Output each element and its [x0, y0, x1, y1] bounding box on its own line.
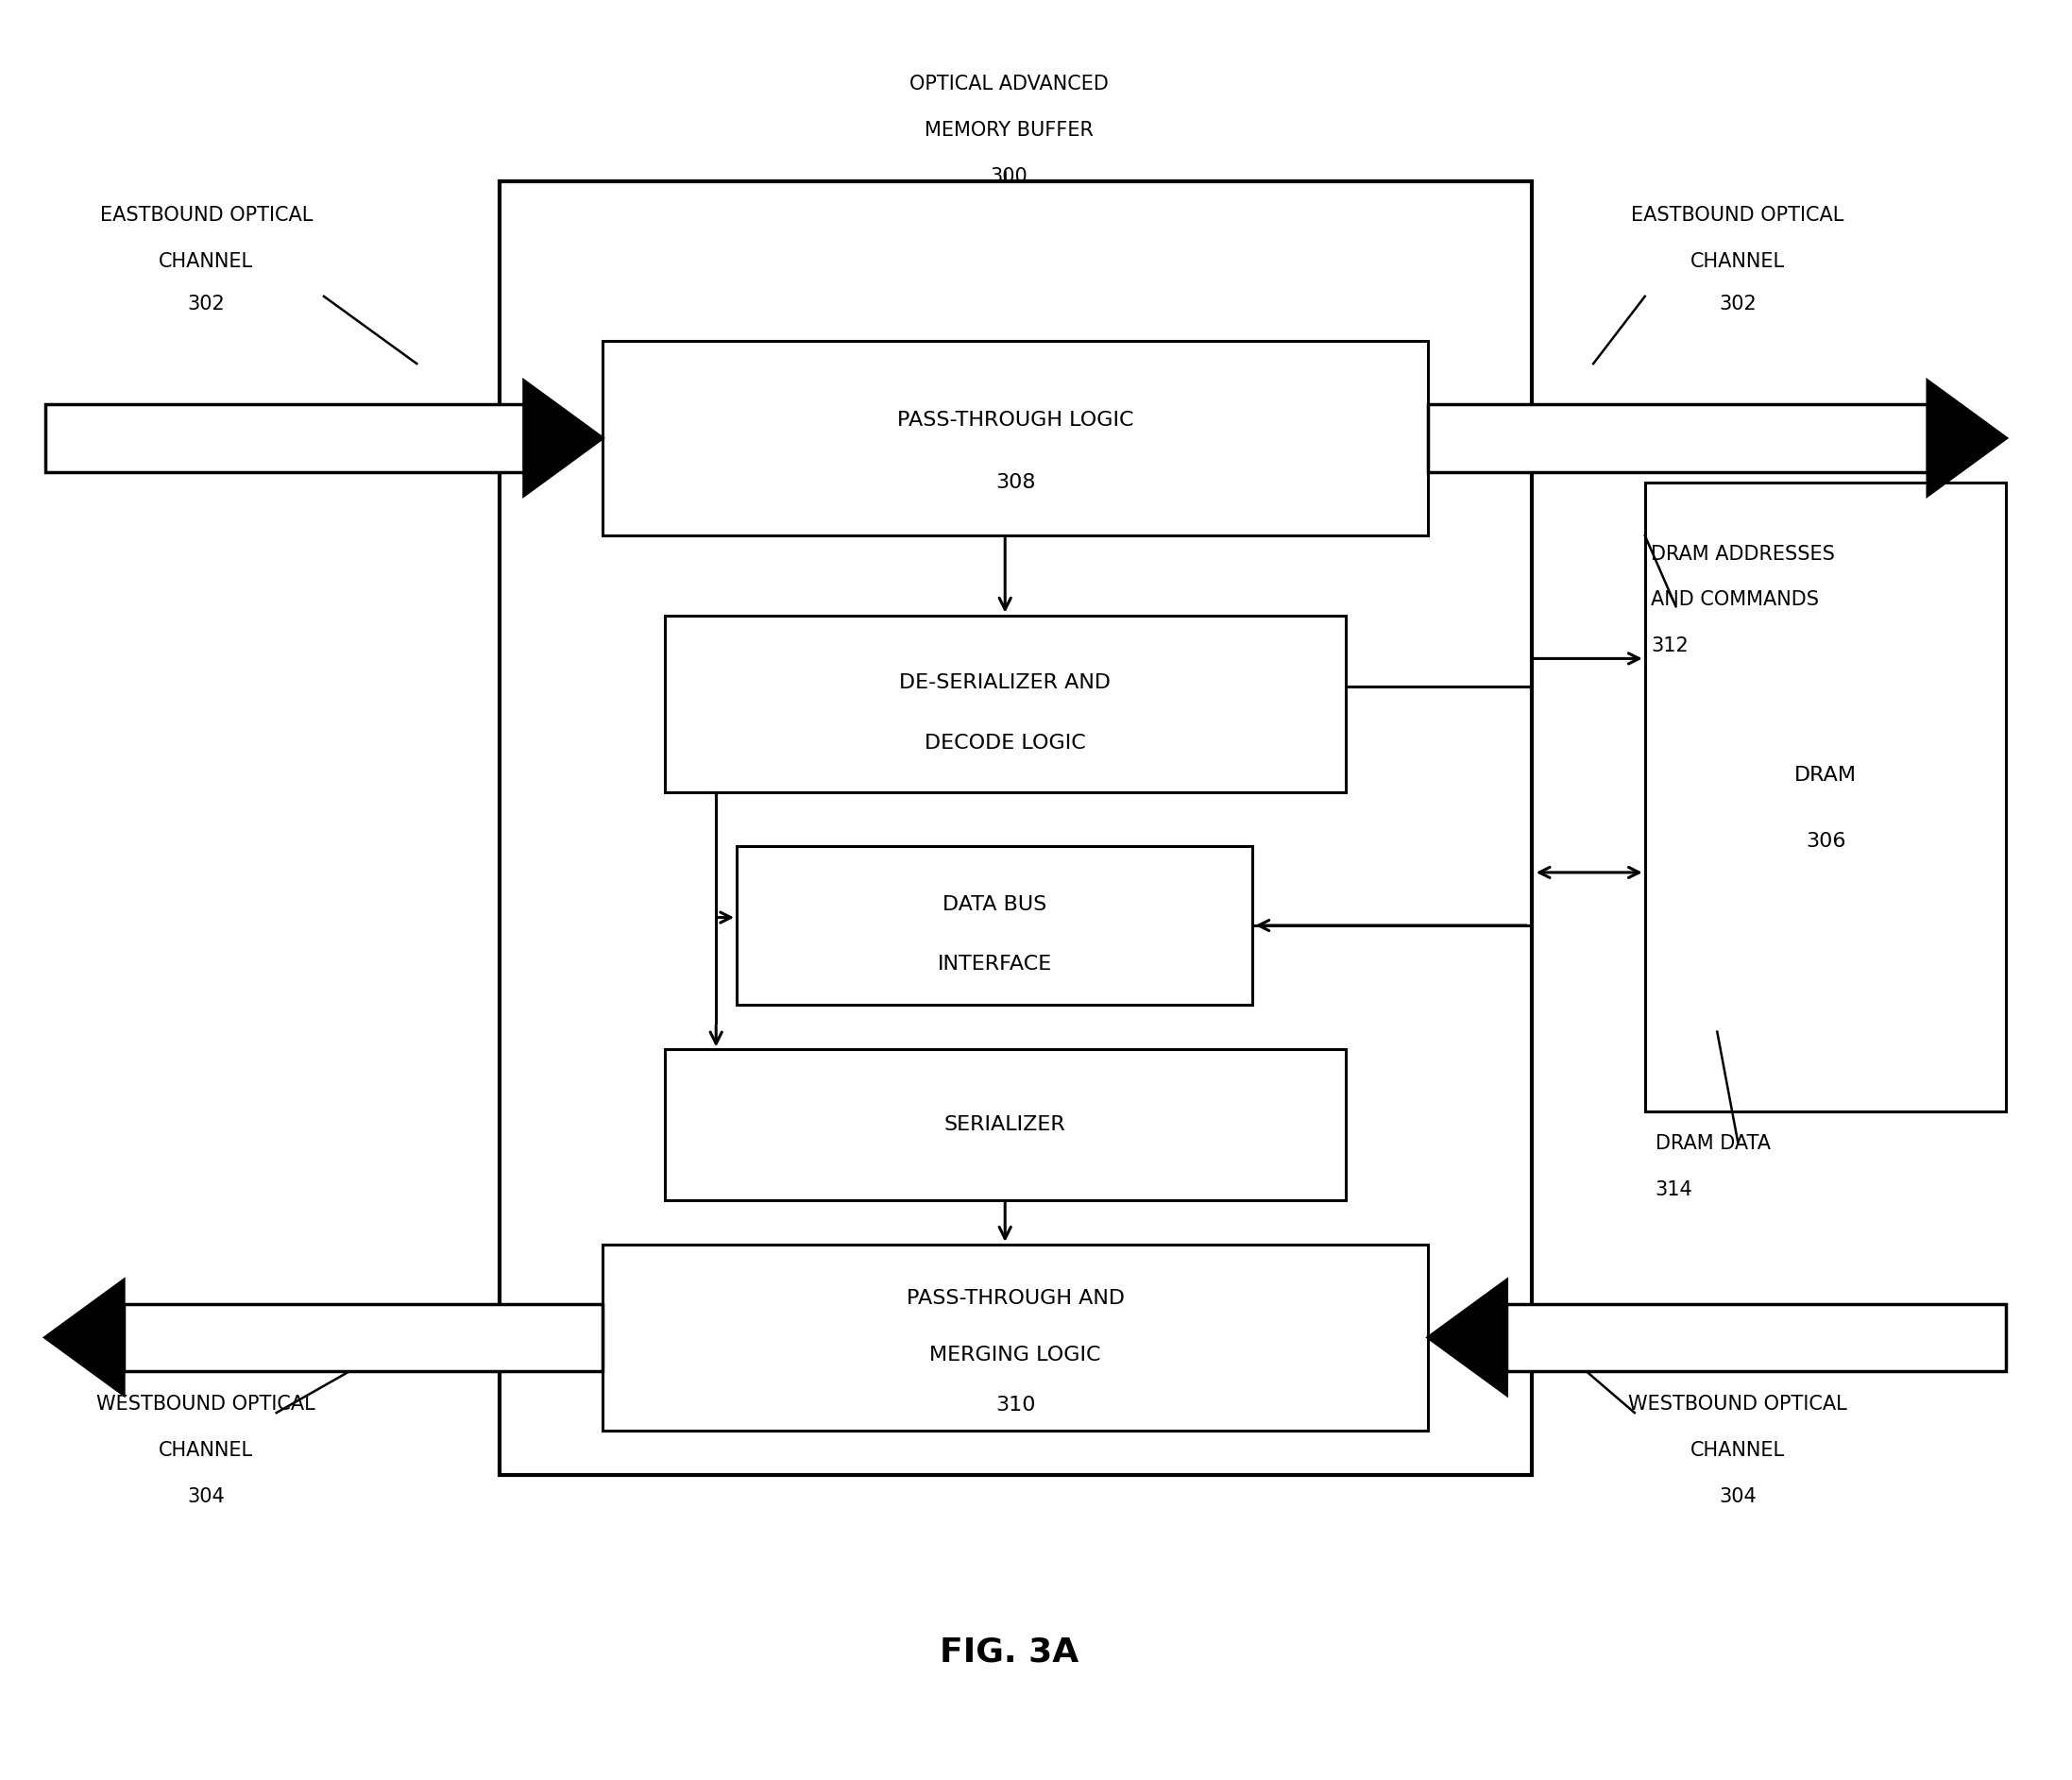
Bar — [603, 340, 1428, 536]
Text: MEMORY BUFFER: MEMORY BUFFER — [924, 121, 1094, 141]
Text: 306: 306 — [1805, 831, 1846, 851]
Text: 304: 304 — [186, 1488, 226, 1506]
Text: INTERFACE: INTERFACE — [937, 956, 1053, 974]
Polygon shape — [1927, 381, 2006, 495]
Text: CHANNEL: CHANNEL — [1691, 253, 1786, 271]
Text: 308: 308 — [995, 473, 1036, 491]
Bar — [665, 1050, 1345, 1200]
Polygon shape — [524, 381, 603, 495]
Text: 304: 304 — [1720, 1488, 1757, 1506]
Text: AND COMMANDS: AND COMMANDS — [1651, 591, 1819, 609]
Text: 310: 310 — [995, 1396, 1036, 1415]
Text: SERIALIZER: SERIALIZER — [945, 1116, 1065, 1134]
Bar — [1428, 404, 1927, 472]
Text: 312: 312 — [1651, 637, 1689, 655]
Text: 314: 314 — [1656, 1180, 1693, 1200]
Bar — [1645, 482, 2006, 1111]
Text: CHANNEL: CHANNEL — [1691, 1442, 1786, 1460]
Text: 300: 300 — [990, 167, 1028, 185]
Text: OPTICAL ADVANCED: OPTICAL ADVANCED — [910, 75, 1109, 94]
Bar — [1506, 1303, 2006, 1371]
Text: DECODE LOGIC: DECODE LOGIC — [924, 733, 1086, 753]
Text: DE-SERIALIZER AND: DE-SERIALIZER AND — [899, 673, 1111, 692]
Polygon shape — [1428, 1280, 1506, 1396]
Text: CHANNEL: CHANNEL — [160, 1442, 253, 1460]
Text: PASS-THROUGH AND: PASS-THROUGH AND — [905, 1289, 1125, 1308]
Text: 302: 302 — [186, 294, 226, 313]
Text: PASS-THROUGH LOGIC: PASS-THROUGH LOGIC — [897, 411, 1133, 429]
Text: WESTBOUND OPTICAL: WESTBOUND OPTICAL — [97, 1396, 315, 1413]
Text: DRAM ADDRESSES: DRAM ADDRESSES — [1651, 545, 1836, 562]
Polygon shape — [46, 1280, 124, 1396]
Bar — [124, 1303, 603, 1371]
Bar — [603, 1244, 1428, 1431]
Bar — [46, 404, 524, 472]
Bar — [499, 182, 1531, 1476]
Text: FIG. 3A: FIG. 3A — [939, 1636, 1080, 1668]
Text: 302: 302 — [1720, 294, 1757, 313]
Text: MERGING LOGIC: MERGING LOGIC — [930, 1346, 1100, 1365]
Text: EASTBOUND OPTICAL: EASTBOUND OPTICAL — [1631, 206, 1844, 224]
Bar — [665, 616, 1345, 792]
Text: WESTBOUND OPTICAL: WESTBOUND OPTICAL — [1629, 1396, 1848, 1413]
Text: EASTBOUND OPTICAL: EASTBOUND OPTICAL — [99, 206, 313, 224]
Bar — [738, 846, 1254, 1006]
Text: DRAM DATA: DRAM DATA — [1656, 1134, 1769, 1153]
Text: DATA BUS: DATA BUS — [943, 895, 1046, 913]
Text: CHANNEL: CHANNEL — [160, 253, 253, 271]
Text: DRAM: DRAM — [1794, 765, 1857, 785]
